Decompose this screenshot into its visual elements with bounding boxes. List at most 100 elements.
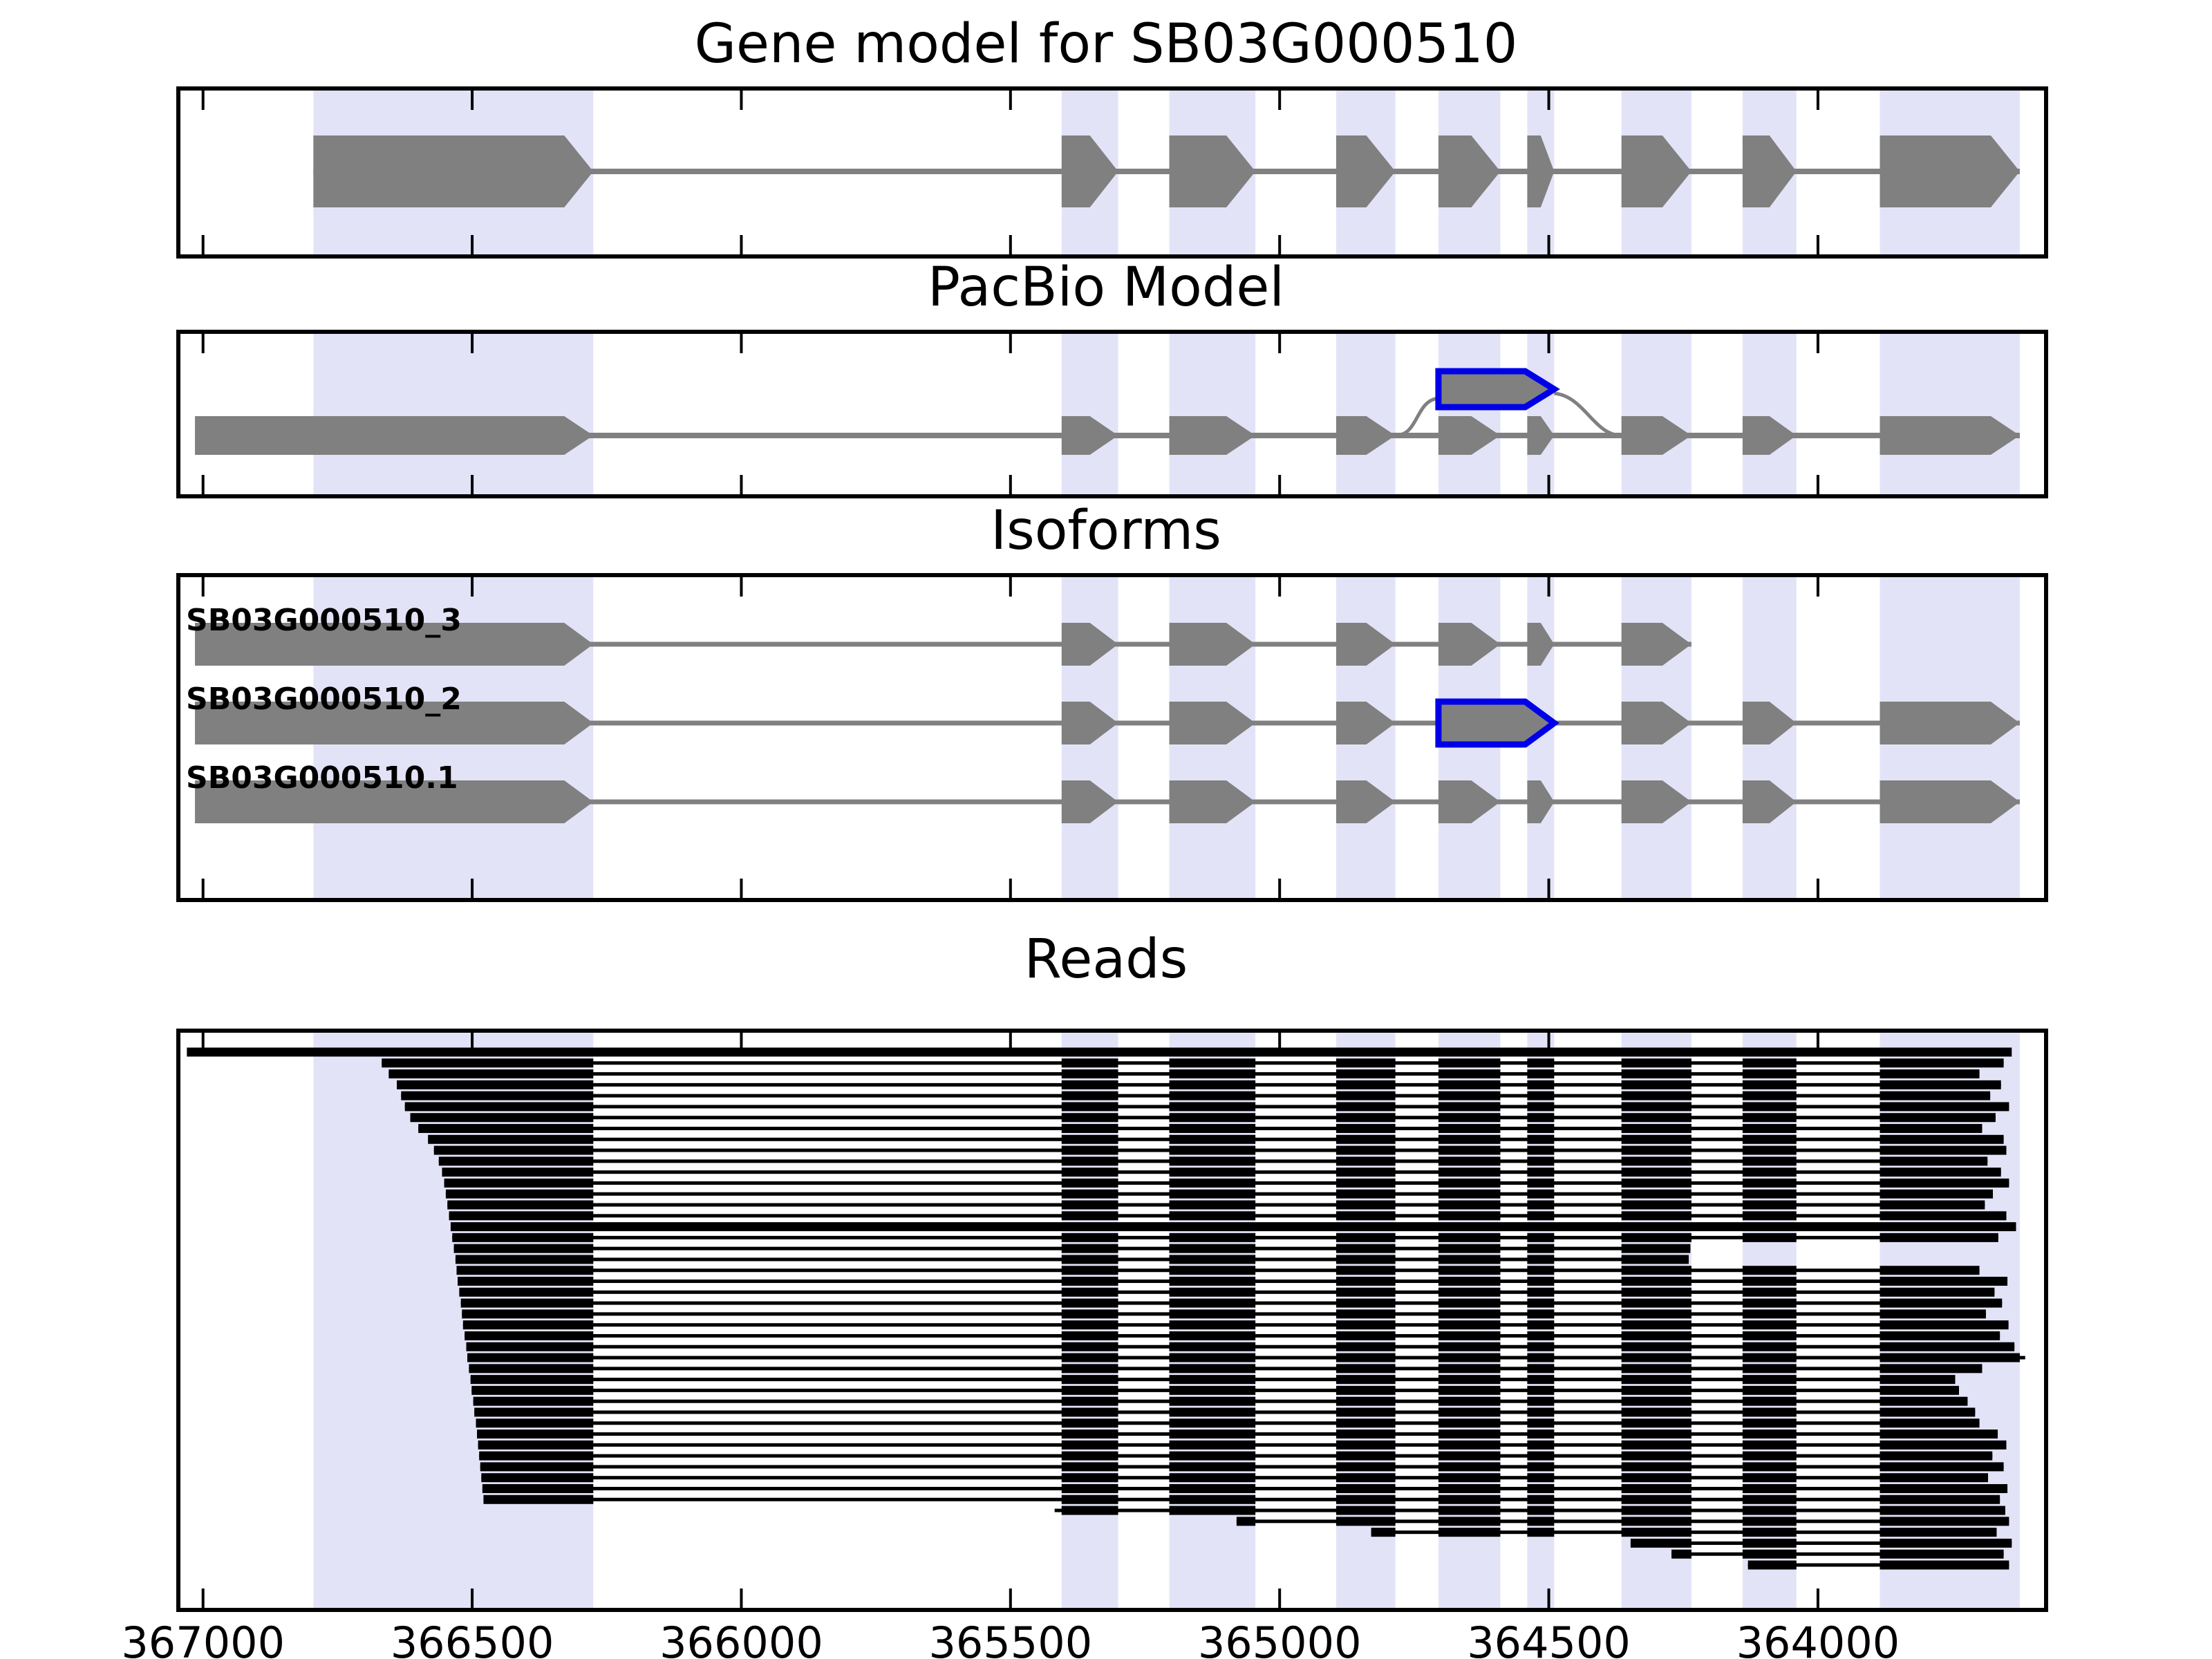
read-bar <box>1621 1058 1691 1068</box>
read-bar <box>1742 1287 1797 1297</box>
read-bar <box>1236 1517 1256 1526</box>
read-bar <box>1061 1473 1118 1483</box>
read-bar <box>1061 1102 1118 1112</box>
read-bar <box>1621 1134 1691 1144</box>
read-bar <box>1438 1483 1501 1493</box>
tick-mark <box>1278 1033 1282 1052</box>
read-bar <box>1061 1232 1118 1242</box>
read-bar <box>1527 1156 1555 1166</box>
read-bar <box>1880 1058 2004 1068</box>
read-bar <box>1621 1320 1691 1330</box>
read-bar <box>1742 1407 1797 1417</box>
exon-band <box>1621 334 1691 494</box>
read-bar <box>1335 1102 1396 1112</box>
tick-mark <box>740 1588 743 1608</box>
tick-mark <box>1547 235 1550 254</box>
read-bar <box>433 1145 594 1155</box>
read-line <box>1630 1541 2012 1545</box>
tick-mark <box>1547 1588 1550 1608</box>
read-bar <box>1527 1168 1555 1177</box>
read-bar <box>1742 1232 1797 1242</box>
read-bar <box>1527 1494 1555 1504</box>
read-bar <box>1621 1331 1691 1340</box>
read-bar <box>1169 1473 1256 1483</box>
read-bar <box>1880 1232 1998 1242</box>
read-bar <box>1742 1320 1797 1330</box>
read-bar <box>1742 1342 1797 1351</box>
read-bar <box>1438 1298 1501 1308</box>
read-bar <box>1527 1145 1555 1155</box>
read-bar <box>1438 1244 1501 1253</box>
exon-band <box>1880 334 2020 494</box>
tick-mark <box>1009 879 1012 898</box>
read-bar <box>438 1156 594 1166</box>
read-bar <box>401 1091 594 1100</box>
exon-shape <box>1742 135 1797 207</box>
read-bar <box>1169 1156 1256 1166</box>
read-bar <box>1335 1462 1396 1472</box>
read-bar <box>1169 1462 1256 1472</box>
read-bar <box>1061 1506 1118 1515</box>
read-bar <box>476 1418 594 1428</box>
read-bar <box>1061 1069 1118 1079</box>
read-bar <box>1527 1440 1555 1450</box>
read-bar <box>1335 1287 1396 1297</box>
read-bar <box>1169 1277 1256 1286</box>
exon-shape <box>1742 780 1797 823</box>
isoforms-title: Isoforms <box>991 500 1221 562</box>
exon-shape <box>1169 623 1256 666</box>
read-bar <box>1880 1178 2009 1188</box>
highlight-exon <box>1435 698 1559 748</box>
read-bar <box>1438 1124 1501 1134</box>
read-bar <box>1169 1440 1256 1450</box>
read-bar <box>1335 1200 1396 1210</box>
read-bar <box>1061 1178 1118 1188</box>
read-bar <box>444 1178 594 1188</box>
read-bar <box>1438 1266 1501 1275</box>
read-bar <box>1438 1232 1501 1242</box>
read-bar <box>1671 1549 1691 1559</box>
read-bar <box>1335 1069 1396 1079</box>
read-bar <box>1880 1298 2003 1308</box>
read-bar <box>1527 1418 1555 1428</box>
read-bar <box>1169 1069 1256 1079</box>
read-bar <box>1621 1145 1691 1155</box>
read-bar <box>1169 1244 1256 1253</box>
read-bar <box>1527 1134 1555 1144</box>
tick-mark <box>1278 235 1282 254</box>
read-bar <box>1880 1364 1983 1374</box>
read-bar <box>1880 1113 1996 1123</box>
read-bar <box>1169 1494 1256 1504</box>
read-bar <box>480 1462 594 1472</box>
read-bar <box>1061 1058 1118 1068</box>
read-bar <box>1335 1407 1396 1417</box>
pacbio-track-svg <box>195 334 2020 494</box>
read-bar <box>1742 1277 1797 1286</box>
read-bar <box>1061 1266 1118 1275</box>
read-bar <box>1335 1418 1396 1428</box>
tick-mark <box>740 577 743 597</box>
read-bar <box>1621 1407 1691 1417</box>
read-bar <box>1061 1331 1118 1340</box>
read-bar <box>1061 1277 1118 1286</box>
exon-shape <box>1527 780 1555 823</box>
read-bar <box>1621 1364 1691 1374</box>
read-bar <box>1438 1211 1501 1221</box>
read-bar <box>1527 1080 1555 1089</box>
read-bar <box>1438 1385 1501 1395</box>
read-bar <box>1742 1494 1797 1504</box>
read-bar <box>1169 1342 1256 1351</box>
x-axis-tick-label: 366000 <box>659 1618 823 1659</box>
read-bar <box>404 1102 594 1112</box>
read-bar <box>1527 1266 1555 1275</box>
read-bar <box>1621 1189 1691 1199</box>
read-bar <box>1438 1462 1501 1472</box>
read-bar <box>1438 1364 1501 1374</box>
read-bar <box>1880 1156 1988 1166</box>
read-bar <box>1335 1134 1396 1144</box>
isoform-label: SB03G000510_3 <box>186 603 462 638</box>
exon-shape <box>1335 135 1396 207</box>
read-bar <box>450 1222 2016 1232</box>
exon-band <box>1061 334 1118 494</box>
read-bar <box>1527 1277 1555 1286</box>
